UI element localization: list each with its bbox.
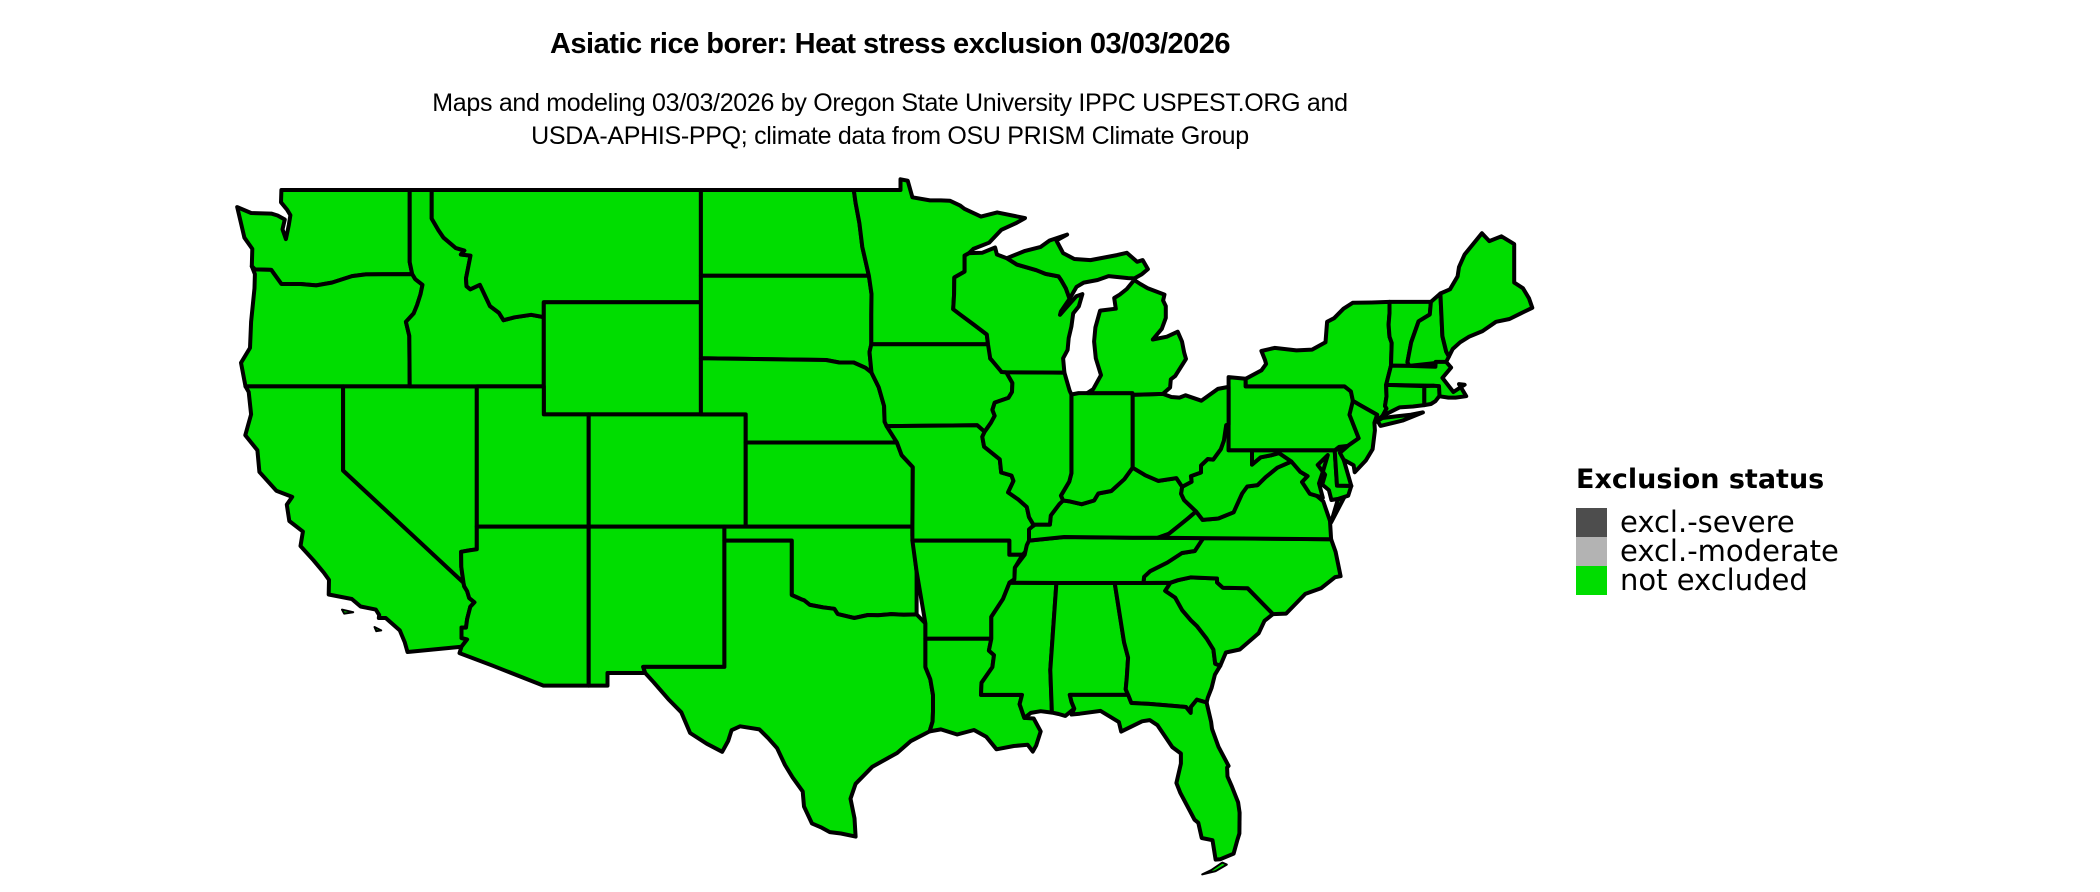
state-oregon xyxy=(239,264,425,389)
state-ohio xyxy=(1130,384,1231,489)
legend-label-not-excluded: not excluded xyxy=(1620,563,1808,597)
legend-swatch-excluded-moderate xyxy=(1576,537,1607,566)
legend: Exclusion status excl.-severe excl.-moder… xyxy=(1576,464,1839,595)
legend-swatch-not-excluded xyxy=(1576,566,1607,595)
legend-item-not-excluded: not excluded xyxy=(1576,566,1839,595)
page-title: Asiatic rice borer: Heat stress exclusio… xyxy=(549,28,1231,60)
state-maryland xyxy=(1250,448,1354,502)
state-texas xyxy=(641,538,935,839)
state-channel-islands xyxy=(341,608,383,633)
state-colorado xyxy=(586,412,748,529)
header: Asiatic rice borer: Heat stress exclusio… xyxy=(0,0,1780,153)
state-new-jersey xyxy=(1337,398,1380,475)
state-north-dakota xyxy=(698,188,871,278)
state-florida-keys xyxy=(1201,861,1228,876)
legend-label-excluded-moderate: excl.-moderate xyxy=(1620,534,1839,568)
state-wyoming xyxy=(541,300,703,417)
legend-swatch-excluded-severe xyxy=(1576,508,1607,537)
legend-items: excl.-severe excl.-moderate not excluded xyxy=(1576,508,1839,595)
state-wisconsin xyxy=(951,245,1085,375)
legend-item-excluded-moderate: excl.-moderate xyxy=(1576,537,1839,566)
state-maine xyxy=(1438,231,1535,359)
legend-item-excluded-severe: excl.-severe xyxy=(1576,508,1839,537)
state-connecticut xyxy=(1380,382,1427,418)
legend-label-excluded-severe: excl.-severe xyxy=(1620,505,1795,539)
state-new-mexico xyxy=(586,524,727,688)
state-kansas xyxy=(743,440,915,529)
state-rhode-island xyxy=(1422,383,1442,408)
state-arizona xyxy=(457,524,591,688)
state-florida xyxy=(1067,692,1242,862)
subtitle-line-2: USDA-APHIS-PPQ; climate data from OSU PR… xyxy=(531,122,1249,150)
subtitle: Maps and modeling 03/03/2026 by Oregon S… xyxy=(0,61,1780,153)
subtitle-line-1: Maps and modeling 03/03/2026 by Oregon S… xyxy=(432,89,1348,117)
state-illinois xyxy=(980,370,1074,528)
state-michigan xyxy=(1004,232,1188,397)
legend-title: Exclusion status xyxy=(1576,464,1825,495)
state-indiana xyxy=(1058,391,1135,507)
